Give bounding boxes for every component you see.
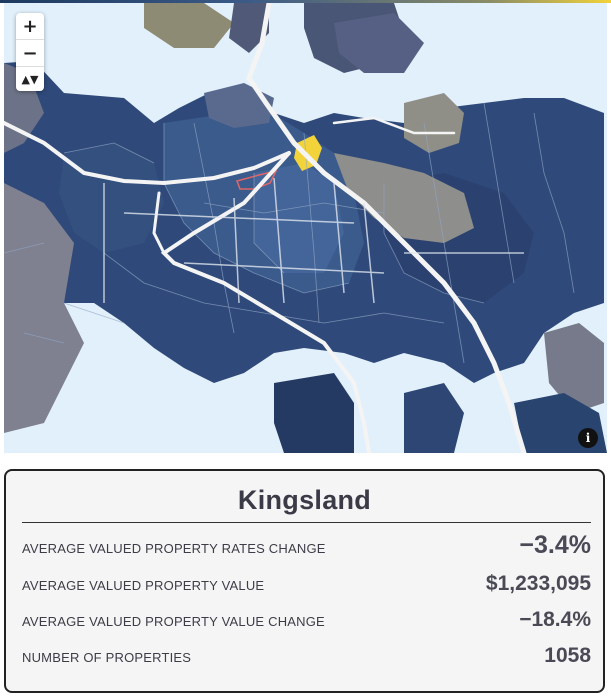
stat-row-rates-change: AVERAGE VALUED PROPERTY RATES CHANGE −3.… bbox=[22, 531, 591, 560]
stat-value: −3.4% bbox=[519, 531, 591, 559]
zoom-controls: + − ▲▼ bbox=[16, 13, 44, 91]
stat-row-property-value: AVERAGE VALUED PROPERTY VALUE $1,233,095 bbox=[22, 572, 591, 596]
stat-row-number-of-properties: NUMBER OF PROPERTIES 1058 bbox=[22, 644, 591, 668]
suburb-map[interactable]: + − ▲▼ i bbox=[4, 3, 607, 453]
info-icon[interactable]: i bbox=[578, 428, 598, 448]
stat-row-value-change: AVERAGE VALUED PROPERTY VALUE CHANGE −18… bbox=[22, 608, 591, 632]
stat-label: NUMBER OF PROPERTIES bbox=[22, 650, 192, 665]
title-divider bbox=[22, 522, 591, 523]
suburb-info-panel: Kingsland AVERAGE VALUED PROPERTY RATES … bbox=[4, 469, 605, 693]
stat-label: AVERAGE VALUED PROPERTY VALUE bbox=[22, 578, 265, 593]
stat-label: AVERAGE VALUED PROPERTY VALUE CHANGE bbox=[22, 614, 325, 629]
map-canvas[interactable] bbox=[4, 3, 607, 453]
suburb-name: Kingsland bbox=[237, 485, 372, 515]
reset-north-button[interactable]: ▲▼ bbox=[21, 72, 39, 86]
stat-value: $1,233,095 bbox=[485, 572, 591, 595]
zoom-out-button[interactable]: − bbox=[16, 40, 44, 67]
stat-value: −18.4% bbox=[519, 608, 591, 631]
zoom-in-button[interactable]: + bbox=[16, 13, 44, 40]
stat-label: AVERAGE VALUED PROPERTY RATES CHANGE bbox=[22, 541, 326, 556]
stat-value: 1058 bbox=[544, 644, 591, 667]
top-accent-bar bbox=[0, 0, 611, 3]
